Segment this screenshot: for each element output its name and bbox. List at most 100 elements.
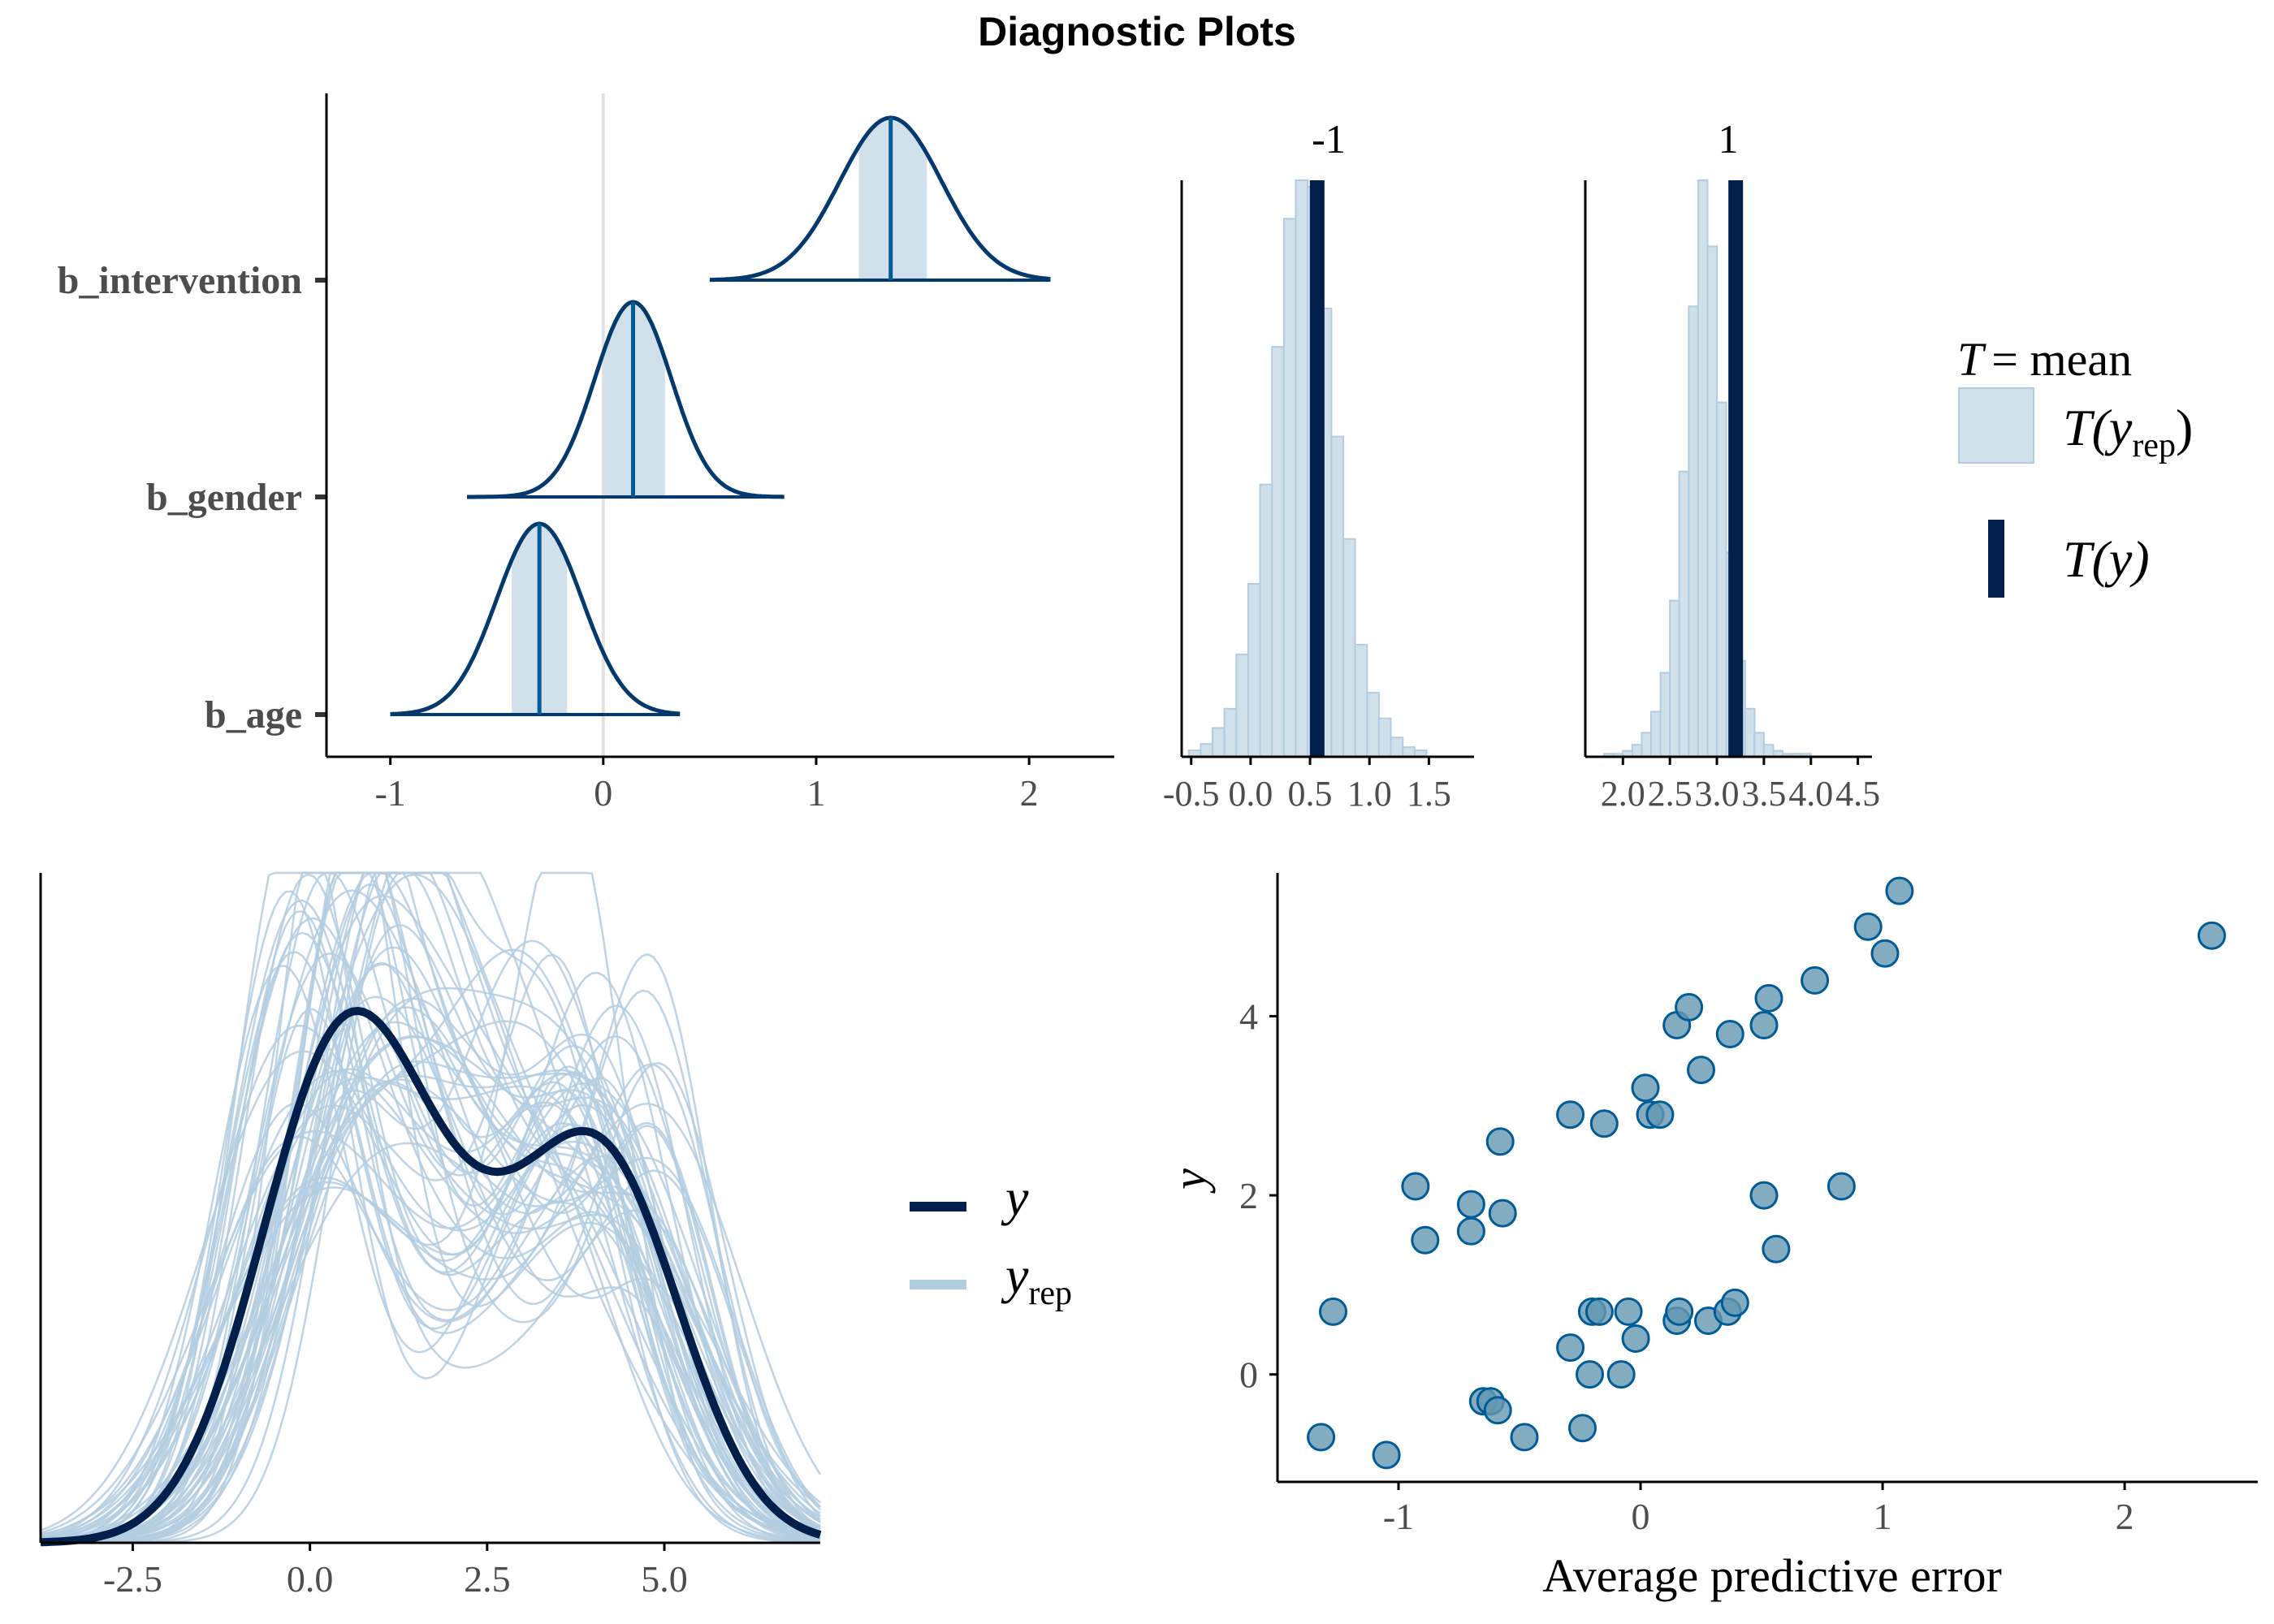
histogram-bar — [1247, 583, 1261, 758]
x-tick-label: 2.0 — [1601, 774, 1645, 814]
x-tick-label: 1 — [806, 772, 825, 814]
histogram-bar — [1271, 346, 1285, 758]
x-tick-label: 0.5 — [1288, 774, 1333, 814]
scatter-point — [1631, 1073, 1660, 1103]
density-curve-b_intervention — [709, 115, 1051, 283]
facet-label-neg1: -1 — [1312, 116, 1346, 162]
replicate-density-line — [40, 871, 821, 1543]
density-curve-b_gender — [467, 300, 785, 499]
scatter-point — [1885, 876, 1914, 905]
scatter-point — [1606, 1360, 1636, 1389]
intervals-panel: b_intervention b_gender b_age -1 0 1 2 — [58, 93, 1114, 814]
error-scatter-panel: Average predictive error y -1 0 1 2 0 2 4 — [1163, 873, 2258, 1602]
x-tick-label: -0.5 — [1163, 774, 1220, 814]
y-legend-label: y — [1001, 1168, 1029, 1226]
rep-legend-swatch — [1958, 387, 2034, 464]
y-tick-label-b_age: b_age — [205, 693, 302, 736]
histogram-bar — [1631, 744, 1643, 758]
scatter-point — [1411, 1225, 1440, 1255]
replicate-density-line — [40, 1006, 821, 1544]
replicate-density-line — [41, 871, 821, 1544]
scatter-point — [1762, 1234, 1791, 1263]
rep-legend-label: T(yrep) — [2063, 399, 2193, 464]
x-tick-label: 0 — [1632, 1496, 1650, 1537]
histogram-bar — [1212, 727, 1226, 758]
y-tick-label: 0 — [1239, 1354, 1258, 1396]
x-tick-label: 1 — [1874, 1496, 1892, 1537]
y-tick-label: 4 — [1239, 996, 1258, 1037]
histogram-bar — [1354, 643, 1368, 758]
x-tick-label: 2 — [2116, 1496, 2134, 1537]
histogram-bar — [1697, 179, 1709, 758]
histogram-bar — [1282, 218, 1297, 758]
histogram-bar — [1744, 707, 1756, 758]
replicate-density-line — [40, 1076, 821, 1541]
x-tick-label: 5.0 — [641, 1558, 688, 1600]
histogram-bar — [1200, 743, 1214, 758]
histogram-bar — [1342, 538, 1356, 758]
scatter-point — [1488, 1199, 1517, 1228]
histogram-bar — [1716, 401, 1727, 758]
histogram-bar — [1688, 305, 1699, 758]
scatter-point — [1401, 1172, 1430, 1201]
stat-histogram-panel-neg1: -1 -0.5 0.0 0.5 1.0 1.5 — [1163, 116, 1474, 814]
observed-density-line — [40, 1006, 822, 1547]
x-tick-label: 3.5 — [1741, 774, 1786, 814]
scatter-point — [1801, 965, 1830, 995]
histogram-bar — [1330, 435, 1345, 758]
histogram-bar — [1706, 245, 1718, 758]
y-tick-label: 2 — [1239, 1175, 1258, 1216]
scatter-point — [1584, 1297, 1614, 1326]
replicate-density-line — [40, 952, 821, 1544]
scatter-point — [1589, 1109, 1619, 1138]
replicate-density-line — [41, 1060, 821, 1544]
scatter-point — [1749, 1181, 1779, 1210]
scatter-point — [1556, 1333, 1585, 1363]
scatter-point — [1687, 1056, 1715, 1085]
scatter-point — [1853, 912, 1883, 941]
scatter-point — [1665, 1297, 1694, 1326]
scatter-point — [1485, 1127, 1515, 1156]
scatter-point — [1827, 1172, 1856, 1201]
scatter-point — [1870, 939, 1900, 968]
replicate-density-line — [40, 953, 821, 1540]
x-tick-label: 2.5 — [1648, 774, 1693, 814]
x-tick-label: 1.5 — [1407, 774, 1451, 814]
stat-histogram-panel-1: 1 2.0 2.5 3.0 3.5 4.0 4.5 — [1584, 116, 1880, 814]
histogram-bar — [1259, 483, 1273, 758]
x-tick-label: -1 — [374, 772, 405, 814]
histogram-bar — [1762, 744, 1775, 758]
histogram-bar — [1641, 732, 1653, 758]
scatter-point — [1754, 983, 1783, 1013]
x-tick-label: 1.0 — [1347, 774, 1392, 814]
x-tick-label: -2.5 — [103, 1558, 162, 1600]
replicate-density-line — [40, 1069, 821, 1537]
histogram-bar — [1650, 710, 1662, 758]
histogram-bar — [1377, 717, 1392, 758]
scatter-x-axis-title: Average predictive error — [1542, 1549, 2002, 1602]
scatter-y-axis-title: y — [1163, 1168, 1216, 1194]
histogram-bar — [1295, 179, 1309, 758]
figure-title: Diagnostic Plots — [978, 9, 1296, 54]
obs-legend-label: T(y) — [2063, 530, 2150, 588]
histogram-bar — [1678, 470, 1690, 758]
histogram-bar — [1402, 746, 1416, 758]
replicate-density-line — [40, 996, 821, 1544]
histogram-bar — [1235, 653, 1249, 758]
x-tick-label: 0 — [594, 772, 612, 814]
x-tick-label: 2.5 — [464, 1558, 511, 1600]
histogram-bar — [1390, 736, 1404, 758]
scatter-point — [1568, 1414, 1597, 1443]
histogram-bar — [1669, 599, 1680, 758]
scatter-point — [1576, 1360, 1604, 1389]
scatter-point — [1720, 1288, 1749, 1317]
density-overlay-panel: -2.5 0.0 2.5 5.0 — [39, 871, 822, 1600]
x-tick-label: -1 — [1383, 1496, 1414, 1537]
stat-symbol: T — [1957, 333, 1987, 386]
stat-legend-title: T = mean — [1957, 333, 2132, 386]
x-tick-label: 4.0 — [1788, 774, 1833, 814]
histogram-bar — [1366, 692, 1380, 758]
replicate-density-line — [40, 948, 821, 1544]
scatter-point — [1614, 1297, 1643, 1326]
